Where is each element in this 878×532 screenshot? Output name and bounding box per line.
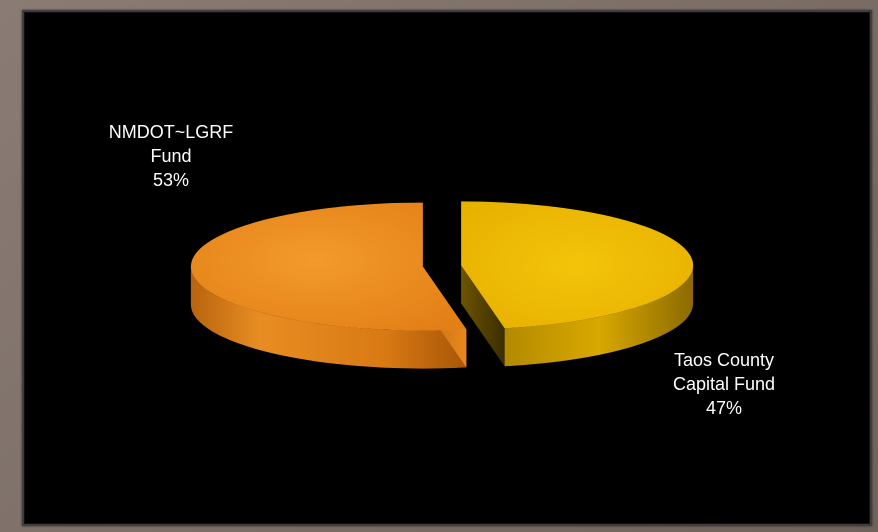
slice-percent-label: 47% xyxy=(705,398,743,418)
pie-slice-nmdot-lgrf xyxy=(190,202,467,369)
pie-chart xyxy=(190,201,694,369)
slice-label-nmdot-lgrf: NMDOT~LGRF Fund 53% xyxy=(106,120,236,192)
pie-slice-side xyxy=(504,265,694,367)
slice-label-line: NMDOT~LGRF xyxy=(108,122,234,142)
slice-label-line: Capital Fund xyxy=(672,374,776,394)
slice-label-line: Taos County xyxy=(673,350,775,370)
slice-label-taos-county-capital-fund: Taos County Capital Fund 47% xyxy=(634,348,814,420)
pie-slice-side xyxy=(190,266,467,369)
chart-panel: NMDOT~LGRF Fund 53% Taos County Capital … xyxy=(22,10,872,526)
slice-percent-label: 53% xyxy=(152,170,190,190)
pie-slice-cut-face xyxy=(461,265,505,367)
slice-label-line: Fund xyxy=(150,146,192,166)
pie-slice-top xyxy=(190,202,467,331)
pie-slice-top xyxy=(461,201,694,329)
pie-slice-taos-county-capital-fund xyxy=(461,201,694,367)
